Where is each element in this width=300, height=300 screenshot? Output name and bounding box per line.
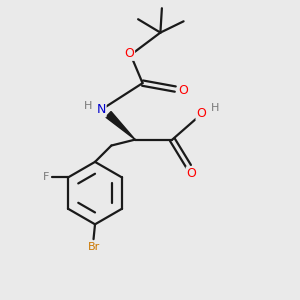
Text: H: H [84, 101, 93, 111]
Text: Br: Br [87, 242, 100, 253]
Text: F: F [43, 172, 50, 182]
Text: O: O [187, 167, 196, 180]
Polygon shape [106, 112, 135, 140]
Text: O: O [196, 107, 206, 120]
Text: O: O [178, 84, 188, 97]
Text: N: N [96, 103, 106, 116]
Text: H: H [211, 103, 220, 113]
Text: O: O [124, 47, 134, 60]
